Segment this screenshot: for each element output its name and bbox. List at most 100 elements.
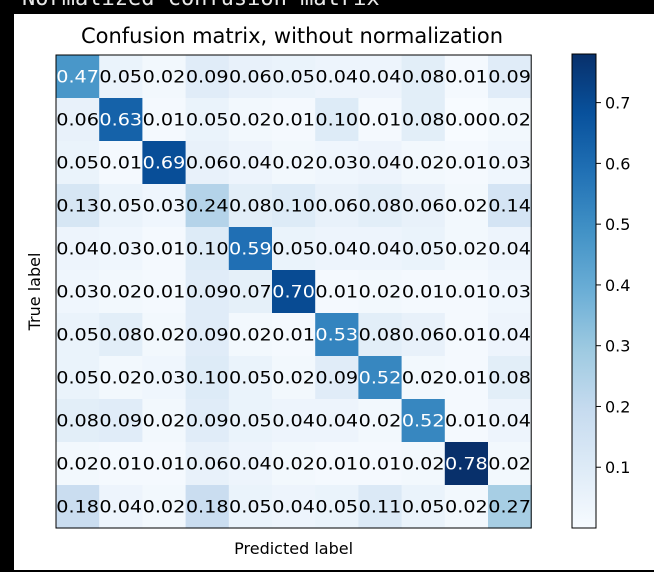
heatmap-cell bbox=[228, 141, 273, 185]
heatmap-cell bbox=[56, 55, 100, 99]
heatmap-cell bbox=[228, 399, 273, 443]
plot-frame bbox=[55, 54, 532, 529]
cell-value-label: 0.03 bbox=[488, 154, 531, 173]
cell-value-label: 0.01 bbox=[445, 283, 488, 302]
cell-value-label: 0.06 bbox=[186, 455, 229, 474]
cell-value-label: 0.01 bbox=[272, 111, 315, 130]
cell-value-label: 0.06 bbox=[186, 154, 229, 173]
cell-value-label: 0.10 bbox=[186, 240, 229, 259]
cell-value-label: 0.14 bbox=[488, 197, 531, 216]
cell-value-label: 0.08 bbox=[56, 412, 99, 431]
cell-value-label: 0.02 bbox=[445, 498, 488, 517]
heatmap-cell bbox=[358, 399, 403, 443]
colorbar-tick-label: 0.5 bbox=[605, 215, 630, 234]
heatmap-cell bbox=[142, 55, 187, 99]
heatmap-cell bbox=[488, 313, 532, 357]
cell-value-label: 0.08 bbox=[402, 68, 445, 87]
heatmap-cell bbox=[272, 227, 316, 271]
cell-value-label: 0.02 bbox=[143, 412, 186, 431]
cell-value-label: 0.01 bbox=[359, 111, 402, 130]
cell-value-label: 0.04 bbox=[359, 68, 402, 87]
cell-value-label: 0.01 bbox=[143, 111, 186, 130]
cell-value-label: 0.08 bbox=[402, 111, 445, 130]
cell-value-label: 0.01 bbox=[143, 240, 186, 259]
cell-value-label: 0.11 bbox=[359, 498, 402, 517]
heatmap-cell bbox=[228, 356, 273, 400]
heatmap-cell bbox=[444, 485, 489, 529]
heatmap-cell bbox=[142, 399, 187, 443]
cell-value-label: 0.04 bbox=[272, 412, 315, 431]
heatmap-cell bbox=[358, 485, 403, 529]
cell-value-label: 0.04 bbox=[359, 240, 402, 259]
heatmap-cell bbox=[99, 55, 143, 99]
heatmap-cell bbox=[488, 442, 532, 486]
heatmap-cell bbox=[142, 98, 187, 142]
heatmap-cell bbox=[272, 442, 316, 486]
cell-value-label: 0.78 bbox=[445, 455, 488, 474]
heatmap-cell bbox=[99, 485, 143, 529]
cell-value-label: 0.02 bbox=[56, 455, 99, 474]
heatmap-cell bbox=[99, 98, 143, 142]
cell-value-label: 0.04 bbox=[315, 412, 358, 431]
cell-value-label: 0.09 bbox=[186, 326, 229, 345]
heatmap-cell bbox=[444, 313, 489, 357]
colorbar-tick-label: 0.7 bbox=[605, 94, 630, 113]
cell-value-label: 0.04 bbox=[315, 68, 358, 87]
cell-value-label: 0.47 bbox=[56, 68, 99, 87]
cell-value-label: 0.03 bbox=[143, 369, 186, 388]
heatmap-cell bbox=[315, 227, 359, 271]
cell-value-label: 0.10 bbox=[186, 369, 229, 388]
heatmap-cell bbox=[142, 141, 187, 185]
heatmap-cell bbox=[185, 141, 230, 185]
heatmap-cell bbox=[272, 356, 316, 400]
cell-value-label: 0.08 bbox=[359, 197, 402, 216]
cell-value-label: 0.01 bbox=[359, 455, 402, 474]
heatmap-cell bbox=[315, 98, 359, 142]
heatmap-cell bbox=[272, 270, 316, 314]
heatmap-cell bbox=[488, 356, 532, 400]
heatmap-cell bbox=[99, 313, 143, 357]
heatmap-cell bbox=[488, 98, 532, 142]
cell-value-label: 0.05 bbox=[272, 240, 315, 259]
partial-caption: Normalized confusion matrix bbox=[22, 0, 380, 11]
cell-value-label: 0.02 bbox=[488, 455, 531, 474]
heatmap-cell bbox=[228, 313, 273, 357]
cell-value-label: 0.01 bbox=[315, 283, 358, 302]
cell-value-label: 0.05 bbox=[315, 498, 358, 517]
heatmap-cell bbox=[358, 141, 403, 185]
heatmap-cell bbox=[315, 485, 359, 529]
heatmap-cell bbox=[56, 227, 100, 271]
cell-value-label: 0.00 bbox=[445, 111, 488, 130]
heatmap-cell bbox=[142, 313, 187, 357]
cell-value-label: 0.02 bbox=[272, 455, 315, 474]
cell-value-label: 0.08 bbox=[229, 197, 272, 216]
heatmap-cell bbox=[228, 442, 273, 486]
y-axis-label: True label bbox=[25, 253, 44, 332]
heatmap-cell bbox=[358, 55, 403, 99]
heatmap-cells bbox=[56, 55, 532, 529]
cell-value-label: 0.04 bbox=[229, 455, 272, 474]
heatmap-cell bbox=[228, 227, 273, 271]
heatmap-cell bbox=[228, 184, 273, 228]
heatmap-cell bbox=[99, 184, 143, 228]
cell-value-label: 0.09 bbox=[186, 412, 229, 431]
heatmap-cell bbox=[56, 399, 100, 443]
cell-value-label: 0.02 bbox=[143, 498, 186, 517]
cell-value-label: 0.09 bbox=[186, 68, 229, 87]
heatmap-cell bbox=[185, 356, 230, 400]
cell-value-label: 0.08 bbox=[359, 326, 402, 345]
cell-value-label: 0.27 bbox=[488, 498, 531, 517]
heatmap-cell bbox=[315, 399, 359, 443]
heatmap-cell bbox=[272, 184, 316, 228]
cell-value-label: 0.01 bbox=[445, 68, 488, 87]
heatmap-cell bbox=[142, 442, 187, 486]
cell-value-label: 0.10 bbox=[315, 111, 358, 130]
cell-value-label: 0.05 bbox=[402, 240, 445, 259]
cell-value-label: 0.09 bbox=[315, 369, 358, 388]
heatmap-cell bbox=[272, 399, 316, 443]
cell-value-label: 0.03 bbox=[488, 283, 531, 302]
cell-value-label: 0.18 bbox=[56, 498, 99, 517]
colorbar-tick-label: 0.4 bbox=[605, 276, 630, 295]
x-axis-label: Predicted label bbox=[234, 539, 353, 558]
heatmap-cell bbox=[401, 227, 446, 271]
